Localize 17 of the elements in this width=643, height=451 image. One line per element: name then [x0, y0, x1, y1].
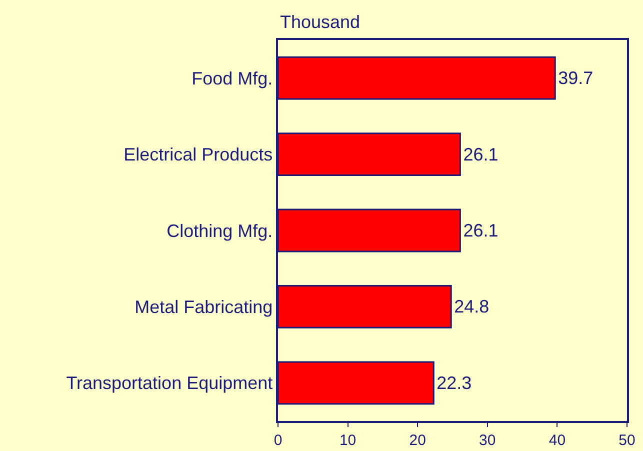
x-tick-label: 50	[618, 432, 636, 449]
x-tick-label: 0	[274, 432, 282, 449]
x-axis-title: Thousand	[280, 12, 360, 32]
x-tick-label: 20	[409, 432, 426, 449]
data-label: 22.3	[436, 372, 472, 393]
y-tick-label: Food Mfg.	[192, 68, 273, 88]
data-label: 26.1	[463, 144, 498, 164]
y-tick-label: Electrical Products	[124, 144, 273, 165]
x-tick-label: 10	[339, 432, 356, 449]
y-tick-label: Transportation Equipment	[66, 373, 273, 394]
x-tick-label: 40	[548, 432, 566, 449]
y-tick-label: Clothing Mfg.	[166, 220, 273, 241]
data-label: 24.8	[454, 296, 490, 317]
data-label: 26.1	[463, 220, 498, 241]
y-tick-label: Metal Fabricating	[134, 297, 273, 317]
x-tick-label: 30	[479, 432, 496, 449]
data-label: 39.7	[558, 68, 594, 88]
